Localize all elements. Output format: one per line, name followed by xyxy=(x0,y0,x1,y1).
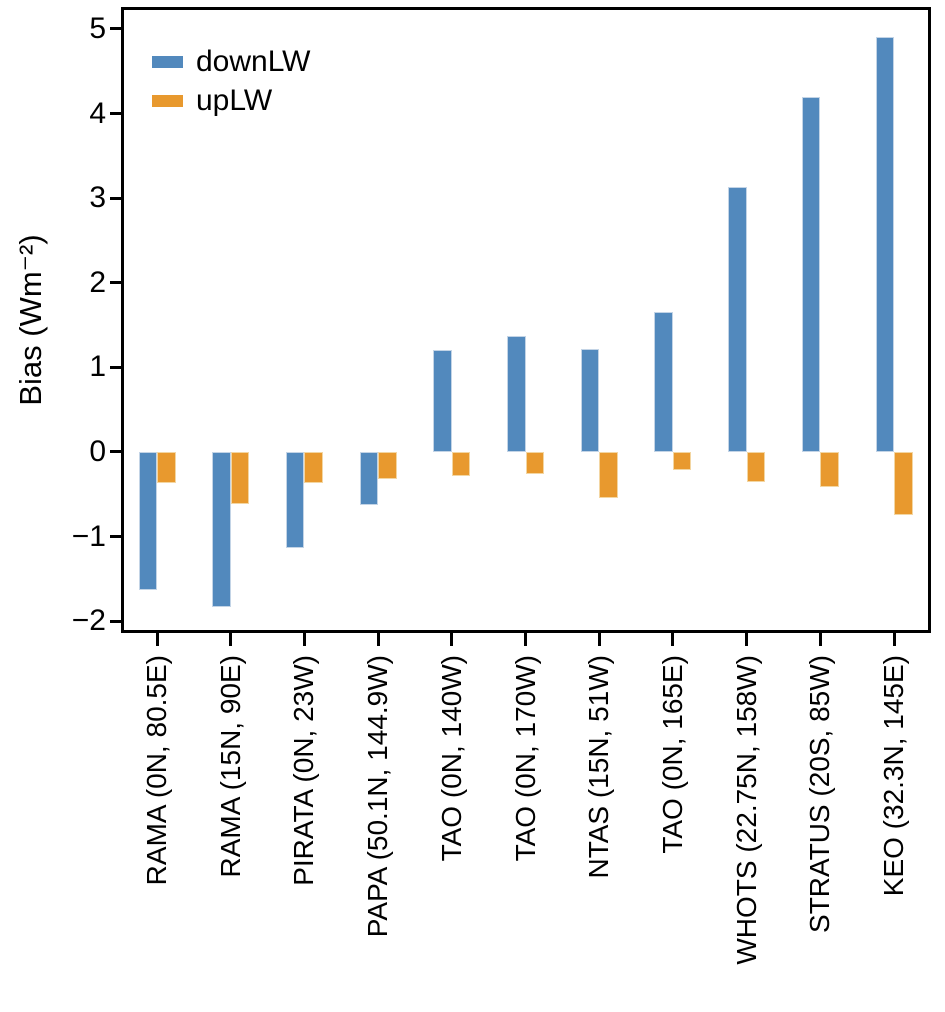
bar-downLW-8 xyxy=(654,312,673,452)
x-tick-label: KEO (32.3N, 145E) xyxy=(878,655,909,897)
x-tick-mark xyxy=(155,633,159,646)
x-tick-mark xyxy=(892,633,896,646)
bar-downLW-9 xyxy=(728,187,747,452)
bar-upLW-10 xyxy=(820,451,839,488)
y-tick-mark xyxy=(110,27,121,31)
bar-upLW-1 xyxy=(157,451,176,484)
y-tick-mark xyxy=(110,619,121,623)
x-tick-label: TAO (0N, 170W) xyxy=(509,655,541,862)
bar-downLW-10 xyxy=(801,96,821,452)
x-tick-mark xyxy=(229,633,233,646)
bar-upLW-3 xyxy=(304,451,323,484)
y-tick-mark xyxy=(110,535,121,539)
bar-downLW-2 xyxy=(212,451,231,607)
bar-downLW-5 xyxy=(433,350,452,452)
y-tick-label: −2 xyxy=(71,604,106,638)
y-tick-mark xyxy=(110,112,121,116)
x-tick-label: TAO (0N, 140W) xyxy=(435,655,467,862)
y-tick-label: 4 xyxy=(89,96,106,130)
legend-label-downLW: downLW xyxy=(196,45,311,78)
y-tick-mark xyxy=(110,365,121,369)
x-tick-mark xyxy=(376,633,380,646)
x-tick-mark xyxy=(671,633,675,646)
x-tick-mark xyxy=(597,633,601,646)
x-tick-label: PIRATA (0N, 23W) xyxy=(288,655,320,886)
legend-label-upLW: upLW xyxy=(196,84,273,117)
y-tick-label: 1 xyxy=(89,350,106,384)
bar-upLW-11 xyxy=(894,451,913,516)
bar-upLW-6 xyxy=(525,451,544,474)
y-tick-label: 2 xyxy=(89,265,106,299)
bar-downLW-11 xyxy=(875,36,894,452)
x-tick-label: RAMA (0N, 80.5E) xyxy=(141,655,172,886)
bar-downLW-1 xyxy=(138,451,157,590)
plot-area xyxy=(121,7,931,633)
x-tick-label: RAMA (15N, 90E) xyxy=(214,655,246,878)
bar-upLW-2 xyxy=(230,451,250,505)
y-tick-label: 0 xyxy=(89,434,106,468)
x-tick-mark xyxy=(745,633,749,646)
legend-swatch-downLW xyxy=(152,56,183,68)
y-tick-mark xyxy=(110,281,121,285)
x-tick-label: STRATUS (20S, 85W) xyxy=(804,655,836,933)
x-tick-label: PAPA (50.1N, 144.9W) xyxy=(362,655,394,938)
y-tick-mark xyxy=(110,196,121,200)
y-tick-mark xyxy=(110,450,121,454)
bar-downLW-3 xyxy=(285,451,305,548)
x-tick-label: WHOTS (22.75N, 158W) xyxy=(730,655,762,965)
bar-downLW-6 xyxy=(507,336,526,452)
x-tick-mark xyxy=(450,633,454,646)
y-tick-label: 5 xyxy=(89,11,106,45)
x-tick-mark xyxy=(818,633,822,646)
y-tick-label: 3 xyxy=(89,181,106,215)
bar-upLW-5 xyxy=(451,451,471,476)
y-tick-label: −1 xyxy=(71,519,106,553)
legend-swatch-upLW xyxy=(152,95,183,107)
x-tick-label: TAO (0N, 165E) xyxy=(656,655,688,854)
x-tick-mark xyxy=(524,633,527,646)
bar-downLW-7 xyxy=(580,348,600,452)
bar-upLW-4 xyxy=(378,451,397,480)
bar-upLW-9 xyxy=(746,451,766,482)
x-tick-label: NTAS (15N, 51W) xyxy=(583,655,615,879)
x-tick-mark xyxy=(302,633,306,646)
bar-upLW-8 xyxy=(672,451,692,470)
bar-downLW-4 xyxy=(359,451,379,506)
bar-upLW-7 xyxy=(599,451,618,499)
